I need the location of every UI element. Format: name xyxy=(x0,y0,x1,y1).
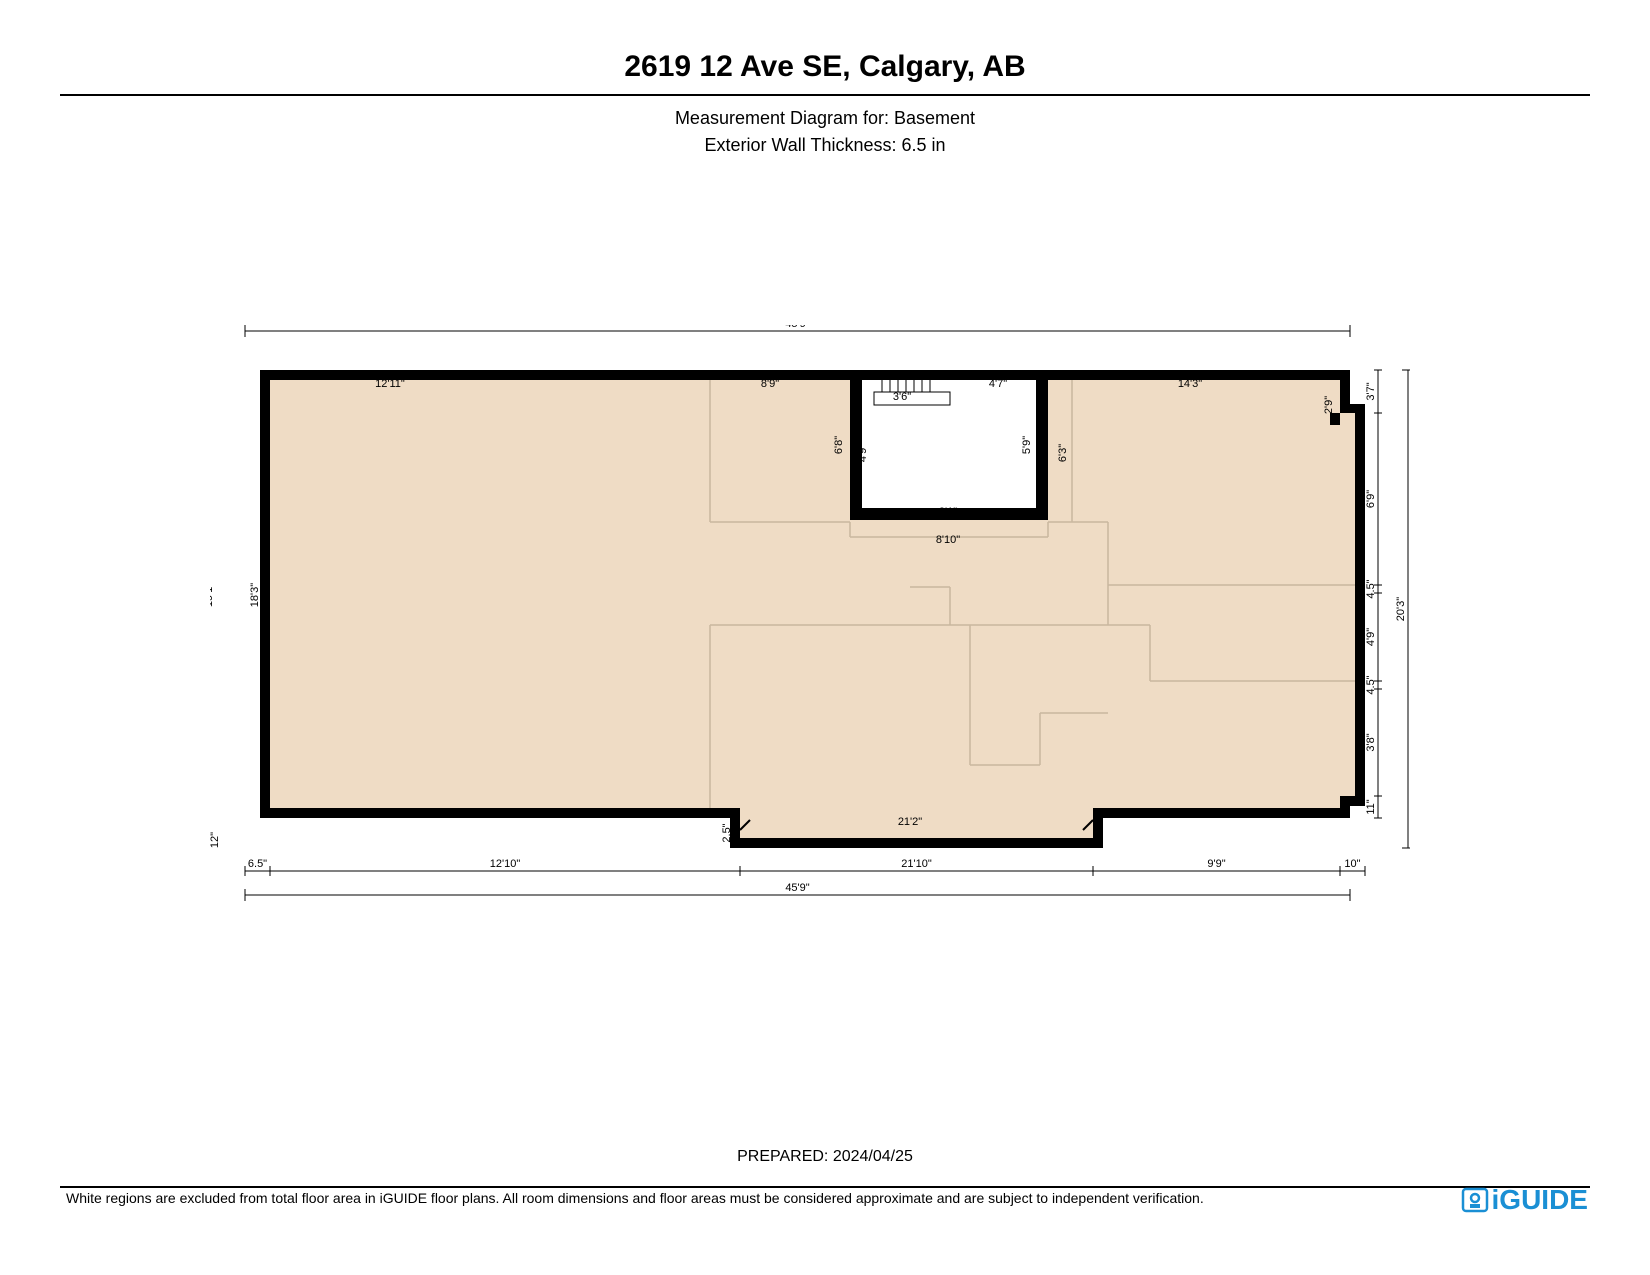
svg-text:4'9": 4'9" xyxy=(1365,628,1377,646)
svg-text:6'8": 6'8" xyxy=(833,436,845,454)
svg-text:4.5": 4.5" xyxy=(1365,579,1377,598)
page-title: 2619 12 Ave SE, Calgary, AB xyxy=(60,50,1590,84)
wall-thickness-line: Exterior Wall Thickness: 6.5 in xyxy=(60,135,1590,156)
svg-text:10": 10" xyxy=(1344,858,1360,870)
svg-text:21'2": 21'2" xyxy=(898,816,922,828)
svg-text:9'9": 9'9" xyxy=(1207,858,1225,870)
wall-thickness-value: 6.5 in xyxy=(902,135,946,155)
svg-text:45'9": 45'9" xyxy=(785,882,809,894)
iguide-logo-icon xyxy=(1461,1187,1489,1213)
svg-text:12'11": 12'11" xyxy=(375,378,405,390)
svg-text:2'9": 2'9" xyxy=(1323,396,1335,414)
svg-text:4.5": 4.5" xyxy=(1365,675,1377,694)
svg-text:20'3": 20'3" xyxy=(1395,597,1407,621)
svg-text:8'9": 8'9" xyxy=(761,378,779,390)
svg-text:4'9": 4'9" xyxy=(857,444,869,462)
iguide-logo-text: iGUIDE xyxy=(1492,1184,1588,1216)
svg-text:8'10": 8'10" xyxy=(936,534,960,546)
svg-text:3'8": 3'8" xyxy=(1365,733,1377,751)
diagram-subtitle: Measurement Diagram for: Basement xyxy=(60,108,1590,129)
prepared-line: PREPARED: 2024/04/25 xyxy=(60,1148,1590,1166)
subtitle-prefix: Measurement Diagram for: xyxy=(675,108,894,128)
svg-text:2.5": 2.5" xyxy=(721,823,733,842)
prepared-prefix: PREPARED: xyxy=(737,1148,833,1165)
svg-text:8'1": 8'1" xyxy=(939,506,957,518)
wall-thickness-prefix: Exterior Wall Thickness: xyxy=(704,135,901,155)
floor-name: Basement xyxy=(894,108,975,128)
svg-text:6.5": 6.5" xyxy=(248,858,267,870)
svg-text:19'1": 19'1" xyxy=(210,583,215,607)
header-rule xyxy=(60,94,1590,96)
footer-rule xyxy=(60,1186,1590,1188)
svg-text:4'7": 4'7" xyxy=(989,378,1007,390)
prepared-date: 2024/04/25 xyxy=(833,1148,913,1165)
disclaimer-text: White regions are excluded from total fl… xyxy=(66,1190,1204,1206)
svg-text:12'10": 12'10" xyxy=(490,858,521,870)
floorplan-svg: 45'9"45'9"20'3"20'3"6.5"12'10"21'10"9'9"… xyxy=(210,325,1410,905)
svg-text:3'7": 3'7" xyxy=(1365,382,1377,400)
svg-text:18'3": 18'3" xyxy=(249,583,261,607)
svg-text:12": 12" xyxy=(210,832,221,848)
svg-text:5'9": 5'9" xyxy=(1021,436,1033,454)
svg-text:6'9": 6'9" xyxy=(1365,490,1377,508)
svg-text:11": 11" xyxy=(1365,799,1377,814)
svg-text:6'3": 6'3" xyxy=(1057,444,1069,462)
svg-text:45'9": 45'9" xyxy=(785,325,809,330)
svg-text:14'3": 14'3" xyxy=(1178,378,1202,390)
svg-text:3'6": 3'6" xyxy=(893,391,911,403)
svg-text:21'10": 21'10" xyxy=(901,858,932,870)
floorplan-container: 45'9"45'9"20'3"20'3"6.5"12'10"21'10"9'9"… xyxy=(210,325,1410,905)
iguide-logo: iGUIDE xyxy=(1461,1184,1588,1216)
